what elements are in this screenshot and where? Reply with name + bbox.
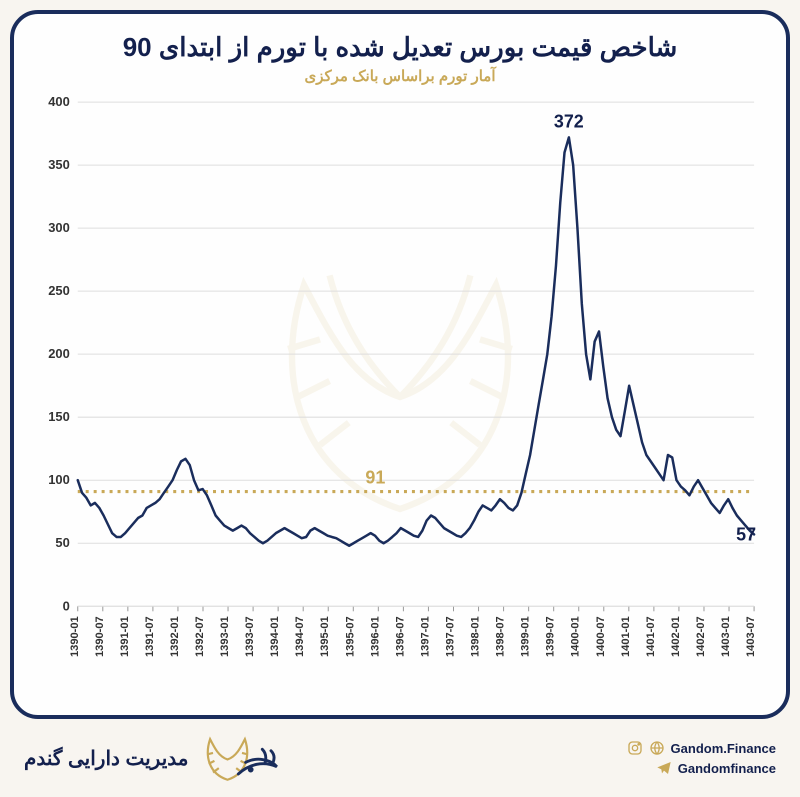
svg-text:1401-01: 1401-01 xyxy=(620,616,632,657)
social-handle-1: Gandom.Finance xyxy=(671,741,776,756)
instagram-icon xyxy=(627,740,643,756)
svg-text:1394-01: 1394-01 xyxy=(269,616,281,657)
svg-text:1396-07: 1396-07 xyxy=(394,616,406,657)
footer: مدیریت دارایی گندم Gandom.Finance Gandom… xyxy=(0,719,800,797)
svg-text:1403-07: 1403-07 xyxy=(745,616,757,657)
svg-text:100: 100 xyxy=(48,472,70,487)
svg-text:1398-01: 1398-01 xyxy=(470,616,482,657)
svg-text:1393-01: 1393-01 xyxy=(219,616,231,657)
chart-area: 0 50 100 150 200 250 300 350 400 91 372 57 1390-01 13… xyxy=(32,92,768,697)
svg-text:57: 57 xyxy=(736,524,756,544)
svg-text:91: 91 xyxy=(365,467,385,487)
svg-text:1392-07: 1392-07 xyxy=(194,616,206,657)
social-handle-2: Gandomfinance xyxy=(678,761,776,776)
svg-text:1396-01: 1396-01 xyxy=(369,616,381,657)
svg-text:1393-07: 1393-07 xyxy=(244,616,256,657)
svg-text:200: 200 xyxy=(48,346,70,361)
svg-text:50: 50 xyxy=(55,535,69,550)
chart-title: شاخص قیمت بورس تعدیل شده با تورم از ابتد… xyxy=(14,14,786,67)
svg-text:1397-01: 1397-01 xyxy=(419,616,431,657)
svg-text:1395-07: 1395-07 xyxy=(344,616,356,657)
svg-text:350: 350 xyxy=(48,157,70,172)
svg-text:1398-07: 1398-07 xyxy=(495,616,507,657)
brand-logo xyxy=(198,729,286,787)
svg-text:1399-07: 1399-07 xyxy=(545,616,557,657)
svg-text:1391-01: 1391-01 xyxy=(119,616,131,657)
svg-text:1403-01: 1403-01 xyxy=(720,616,732,657)
globe-icon xyxy=(649,740,665,756)
svg-text:1391-07: 1391-07 xyxy=(144,616,156,657)
svg-text:300: 300 xyxy=(48,220,70,235)
svg-text:1400-07: 1400-07 xyxy=(595,616,607,657)
brand-text: مدیریت دارایی گندم xyxy=(24,746,188,771)
social-links: Gandom.Finance Gandomfinance xyxy=(627,740,776,776)
svg-text:1397-07: 1397-07 xyxy=(445,616,457,657)
svg-text:250: 250 xyxy=(48,283,70,298)
telegram-icon xyxy=(656,760,672,776)
svg-text:1390-01: 1390-01 xyxy=(69,616,81,657)
svg-text:150: 150 xyxy=(48,409,70,424)
social-row-2: Gandomfinance xyxy=(627,760,776,776)
svg-text:1402-01: 1402-01 xyxy=(670,616,682,657)
svg-text:372: 372 xyxy=(554,111,584,131)
brand-block: مدیریت دارایی گندم xyxy=(24,729,286,787)
social-row-1: Gandom.Finance xyxy=(627,740,776,756)
svg-text:1399-01: 1399-01 xyxy=(520,616,532,657)
svg-text:1395-01: 1395-01 xyxy=(319,616,331,657)
svg-text:1390-07: 1390-07 xyxy=(94,616,106,657)
svg-text:1400-01: 1400-01 xyxy=(570,616,582,657)
line-chart: 0 50 100 150 200 250 300 350 400 91 372 57 1390-01 13… xyxy=(32,92,768,697)
svg-text:1394-07: 1394-07 xyxy=(294,616,306,657)
chart-subtitle: آمار تورم براساس بانک مرکزی xyxy=(14,67,786,85)
svg-text:1402-07: 1402-07 xyxy=(695,616,707,657)
svg-text:1401-07: 1401-07 xyxy=(645,616,657,657)
chart-frame: شاخص قیمت بورس تعدیل شده با تورم از ابتد… xyxy=(10,10,790,719)
svg-text:1392-01: 1392-01 xyxy=(169,616,181,657)
svg-text:400: 400 xyxy=(48,94,70,109)
svg-text:0: 0 xyxy=(63,598,70,613)
